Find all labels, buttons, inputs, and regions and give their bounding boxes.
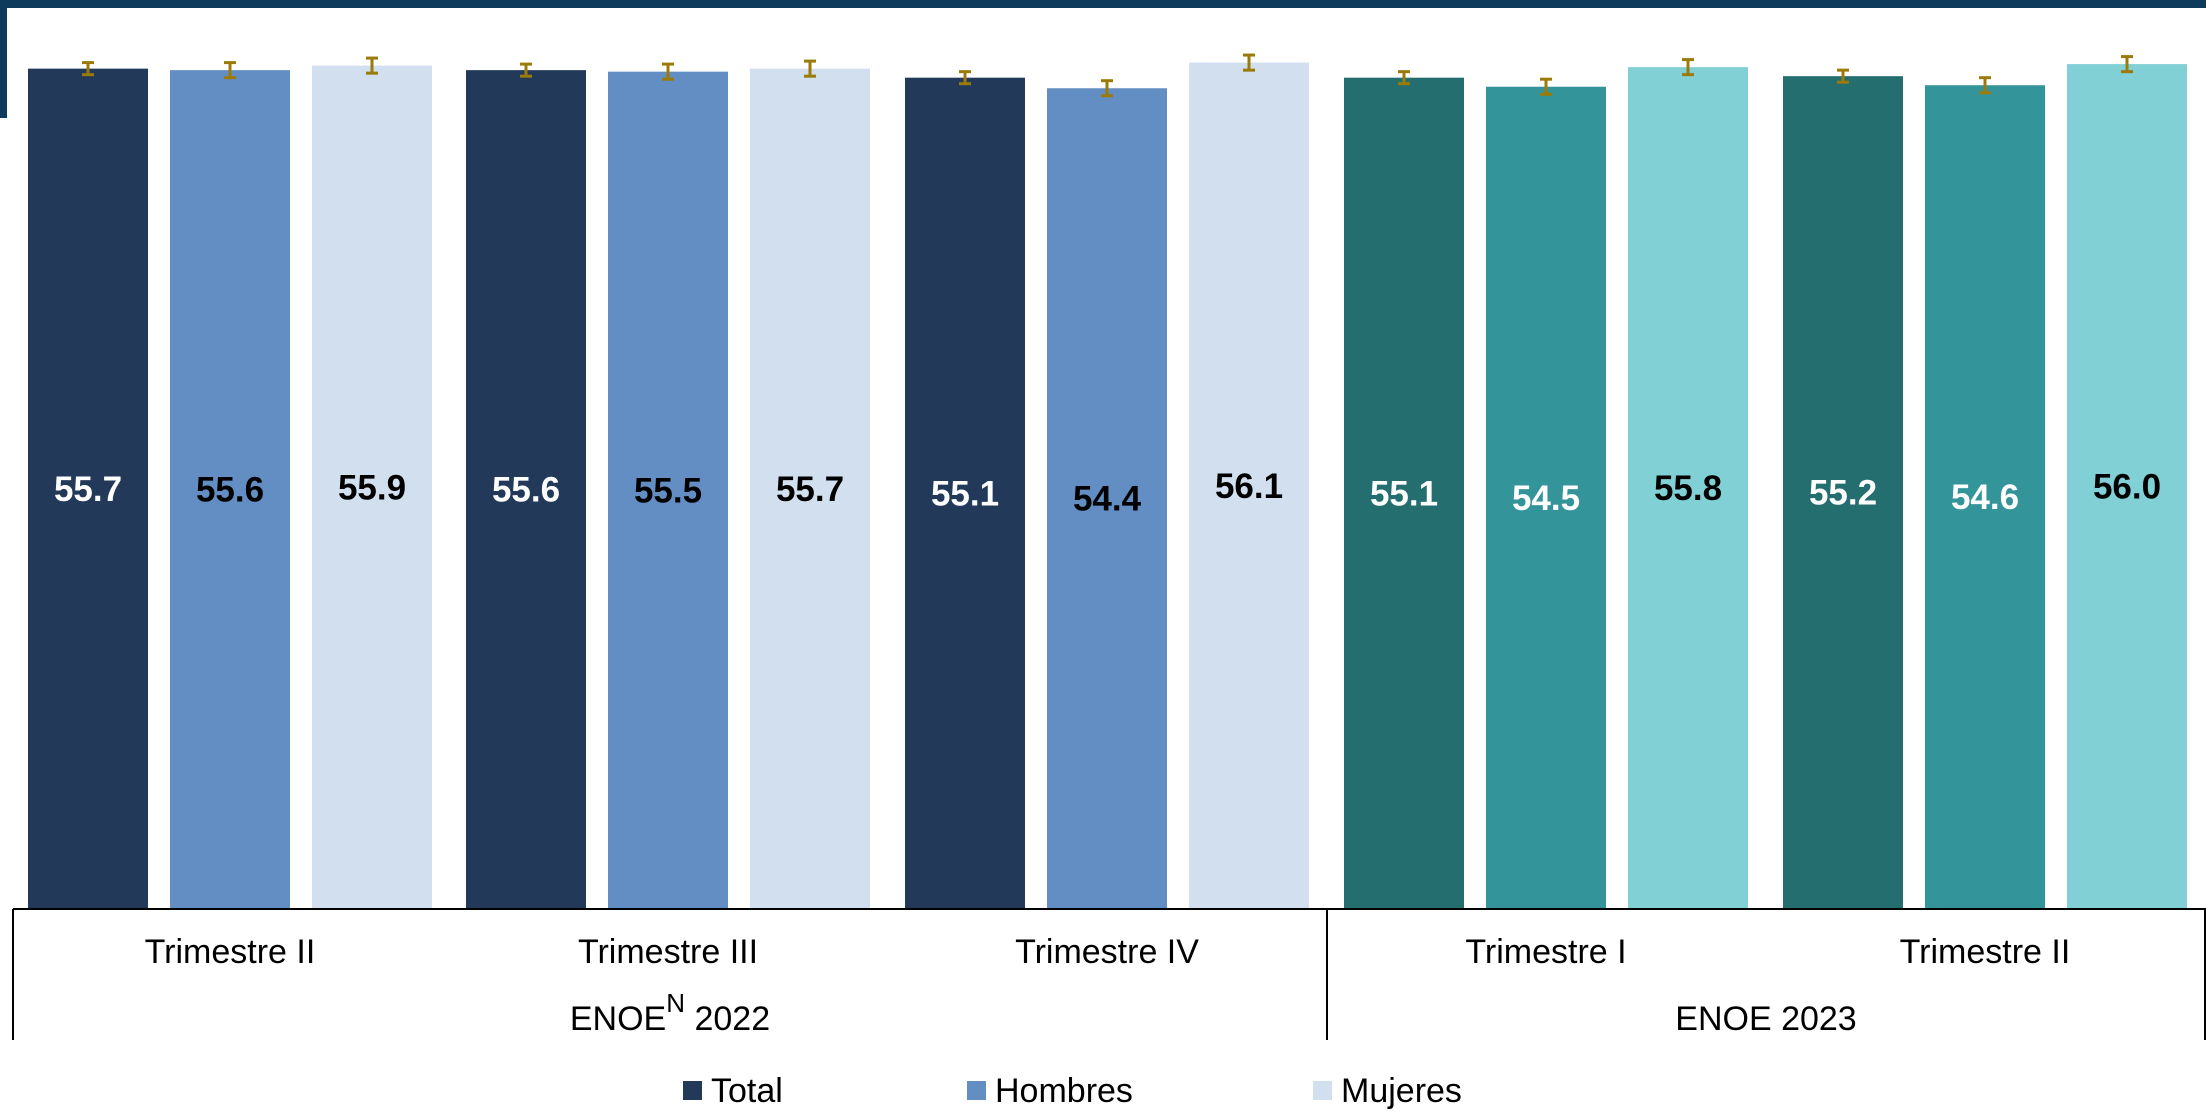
- header-band-accent: [0, 0, 7, 118]
- error-bar: [520, 62, 532, 78]
- header-band: [0, 0, 2206, 8]
- bar-mujeres: [750, 68, 870, 910]
- data-label: 55.1: [931, 474, 999, 513]
- bar-total: [1783, 76, 1903, 910]
- error-bar: [959, 70, 971, 86]
- category-label: Trimestre IV: [1015, 933, 1199, 971]
- bar-mujeres: [312, 65, 432, 909]
- error-bar: [224, 61, 236, 80]
- error-bar: [2121, 55, 2133, 74]
- data-label: 55.7: [776, 470, 844, 509]
- category-axis: Trimestre II Trimestre III Trimestre IV Tri…: [12, 908, 2206, 1040]
- bar-total: [905, 77, 1025, 909]
- legend-item-hombres: Hombres: [967, 1072, 1133, 1110]
- data-label: 55.6: [196, 471, 264, 510]
- data-label: 56.0: [2093, 468, 2161, 507]
- legend: Total Hombres Mujeres: [683, 1072, 1462, 1110]
- error-bar: [366, 56, 378, 75]
- bar-hombres: [1925, 85, 2045, 909]
- legend-item-mujeres: Mujeres: [1313, 1072, 1462, 1110]
- data-label: 55.6: [492, 471, 560, 510]
- error-bar: [1979, 76, 1991, 95]
- legend-label: Mujeres: [1341, 1072, 1462, 1110]
- bar-hombres: [170, 70, 290, 909]
- bar-mujeres: [1628, 67, 1748, 909]
- error-bar: [1540, 77, 1552, 96]
- category-label: Trimestre III: [578, 933, 758, 971]
- category-label: Trimestre II: [145, 933, 316, 971]
- error-bar: [1398, 70, 1410, 86]
- bar-total: [1344, 77, 1464, 909]
- legend-swatch: [683, 1081, 702, 1100]
- data-label: 55.9: [338, 468, 406, 507]
- legend-swatch: [1313, 1081, 1332, 1100]
- bar-total: [28, 68, 148, 910]
- category-label: Trimestre II: [1900, 933, 2071, 971]
- data-label: 55.7: [54, 470, 122, 509]
- error-bar: [82, 61, 94, 77]
- data-label: 55.2: [1809, 474, 1877, 513]
- data-label: 56.1: [1215, 467, 1283, 506]
- data-label: 54.6: [1951, 478, 2019, 517]
- category-label: Trimestre I: [1465, 933, 1626, 971]
- survey-label: ENOEN 2022: [570, 988, 770, 1038]
- legend-label: Hombres: [995, 1072, 1133, 1110]
- bar-mujeres: [1189, 62, 1309, 910]
- error-bar: [1243, 53, 1255, 72]
- data-label: 54.4: [1073, 480, 1142, 519]
- data-label: 55.5: [634, 471, 702, 510]
- bar-hombres: [1047, 88, 1167, 910]
- error-bar: [804, 59, 816, 78]
- error-bar: [1101, 79, 1113, 98]
- legend-item-total: Total: [683, 1072, 783, 1110]
- data-label: 55.8: [1654, 469, 1722, 508]
- bar-hombres: [1486, 86, 1606, 909]
- bar-mujeres: [2067, 64, 2187, 909]
- error-bar: [1837, 68, 1849, 84]
- error-bar: [662, 62, 674, 81]
- legend-label: Total: [711, 1072, 783, 1110]
- error-bar: [1682, 58, 1694, 77]
- bars-layer: 55.7 55.6 55.9 55.6 55.5 55.7 55.1 54.4 56.1 55.1…: [28, 53, 2187, 910]
- survey-label: ENOE 2023: [1675, 1000, 1856, 1038]
- data-label: 54.5: [1512, 479, 1580, 518]
- legend-swatch: [967, 1081, 986, 1100]
- bar-hombres: [608, 71, 728, 909]
- bar-total: [466, 70, 586, 909]
- data-label: 55.1: [1370, 474, 1438, 513]
